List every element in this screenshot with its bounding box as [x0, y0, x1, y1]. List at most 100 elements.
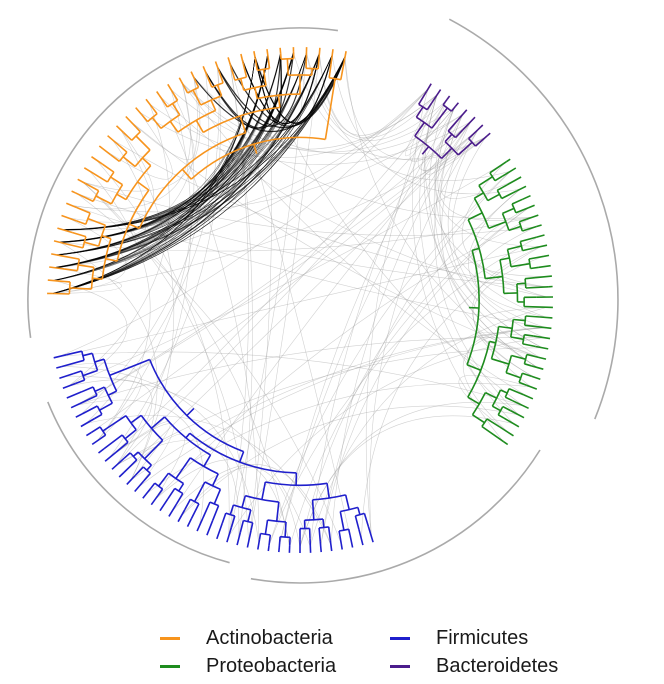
tree-branch [522, 343, 536, 348]
tree-branch [354, 515, 360, 530]
interaction-link [91, 128, 479, 433]
tree-branch [531, 375, 541, 380]
interaction-link-strong [53, 54, 333, 294]
tree-branch [267, 60, 271, 69]
interaction-link [159, 96, 548, 298]
tree-branch [522, 225, 537, 232]
tree-branch [254, 87, 258, 99]
tree-branch [123, 459, 138, 474]
tree-branch [355, 512, 365, 517]
tree-branch [309, 538, 312, 553]
tree-branch [538, 264, 551, 269]
tree-branch [175, 457, 191, 480]
tree-branch [512, 400, 529, 410]
interaction-link [59, 88, 429, 357]
tree-branch [261, 481, 267, 500]
tree-branch [104, 451, 117, 462]
tree-branch [239, 520, 245, 533]
tree-branch [200, 94, 222, 106]
tree-branch [125, 165, 152, 200]
tree-branch [70, 403, 80, 409]
tree-branch [277, 95, 281, 108]
interaction-link [365, 94, 438, 537]
tree-branch [103, 386, 114, 404]
tree-branch [279, 47, 282, 54]
tree-branch [275, 502, 280, 522]
tree-branch [418, 90, 428, 105]
tree-branch [505, 371, 521, 379]
interaction-link [306, 53, 447, 141]
tree-branch [431, 89, 442, 104]
tree-branch [94, 358, 105, 363]
tree-branch [98, 176, 108, 183]
tree-branch [63, 255, 80, 260]
tree-branch [202, 65, 209, 77]
tree-branch [454, 129, 464, 139]
interaction-link [96, 82, 195, 442]
tree-branch [506, 249, 512, 267]
tree-branch [140, 113, 149, 123]
tree-branch [131, 131, 141, 141]
interaction-link [405, 94, 455, 156]
tree-branch [76, 258, 81, 271]
tree-branch [340, 66, 344, 80]
tree-branch [457, 141, 473, 156]
tree-branch [525, 214, 539, 221]
tree-branch [518, 381, 527, 386]
tree-branch [150, 495, 159, 506]
tree-branch [111, 457, 125, 470]
tree-branch [357, 507, 361, 515]
tree-branch [322, 519, 325, 528]
tree-branch [503, 417, 520, 428]
tree-branch [57, 280, 71, 283]
tree-branch [186, 518, 193, 527]
legend-swatch [160, 664, 180, 668]
tree-branch [166, 99, 179, 108]
outer-arc-2 [250, 449, 541, 584]
tree-branch [278, 546, 281, 553]
tree-branch [472, 414, 485, 424]
interaction-link [439, 114, 543, 349]
interaction-link [441, 121, 532, 388]
tree-branch [195, 119, 204, 133]
tree-branch [174, 487, 184, 495]
interaction-link [248, 55, 272, 542]
tree-branch [253, 51, 256, 58]
tree-branch [80, 417, 96, 428]
tree-branch [51, 253, 65, 258]
tree-branch [491, 358, 510, 365]
tree-branch [61, 214, 77, 222]
tree-branch [151, 117, 162, 129]
phylum-legend: Actinobacteria Firmicutes Proteobacteria… [160, 624, 620, 680]
interaction-link [76, 193, 342, 544]
tree-branch [192, 89, 202, 106]
tree-branch [524, 305, 546, 308]
tree-branch [160, 114, 181, 130]
tree-branch [81, 405, 98, 415]
tree-branch [152, 107, 158, 115]
interaction-link [139, 94, 438, 159]
interaction-link [279, 107, 455, 547]
tree-branch [535, 345, 549, 350]
tree-branch [101, 234, 112, 240]
interaction-link [109, 67, 221, 458]
tree-branch [487, 193, 500, 202]
tree-branch [524, 333, 534, 337]
tree-branch [154, 482, 164, 490]
tree-branch [85, 182, 99, 192]
tree-branch [490, 326, 500, 360]
proteobacteria-clade [466, 158, 554, 446]
tree-branch [444, 141, 459, 156]
tree-branch [450, 105, 457, 112]
legend-swatch [160, 636, 180, 640]
tree-branch [521, 334, 526, 345]
tree-branch [144, 439, 164, 460]
tree-branch [196, 517, 204, 532]
tree-branch [116, 193, 127, 201]
interaction-link [320, 170, 511, 547]
tree-branch [81, 386, 94, 393]
interaction-link [71, 82, 191, 210]
tree-branch [178, 77, 182, 82]
tree-branch [241, 495, 247, 508]
tree-branch [216, 84, 223, 96]
